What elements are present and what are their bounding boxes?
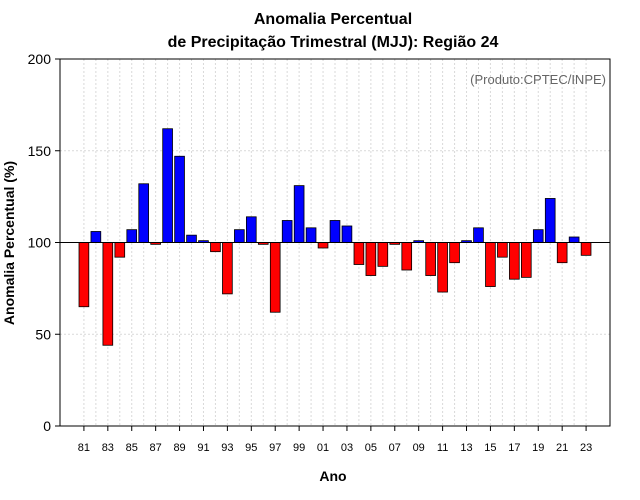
x-tick-label: 91 xyxy=(197,442,209,454)
x-tick-label: 85 xyxy=(126,442,138,454)
bar xyxy=(377,242,389,267)
y-tick-label: 0 xyxy=(43,418,51,434)
y-axis: 0 50 100 150 200 xyxy=(28,51,60,434)
x-axis-label: Ano xyxy=(319,468,346,484)
x-tick-label: 21 xyxy=(556,442,568,454)
bar xyxy=(532,229,544,243)
x-tick-label: 01 xyxy=(317,442,329,454)
bar xyxy=(210,242,221,253)
x-tick-label: 93 xyxy=(221,442,233,454)
x-tick-label: 19 xyxy=(532,442,544,454)
bar xyxy=(269,242,281,313)
bar xyxy=(437,242,448,293)
credit-text: (Produto:CPTEC/INPE) xyxy=(470,72,606,87)
bar xyxy=(186,234,197,243)
bar xyxy=(353,242,365,265)
x-tick-label: 87 xyxy=(150,442,162,454)
bar xyxy=(329,220,341,243)
y-axis-label: Anomalia Percentual (%) xyxy=(1,161,17,325)
x-tick-label: 97 xyxy=(269,442,281,454)
bar xyxy=(293,185,305,243)
bar xyxy=(521,242,532,278)
x-tick-label: 09 xyxy=(413,442,425,454)
bar xyxy=(305,227,317,243)
x-tick-label: 99 xyxy=(293,442,305,454)
bar xyxy=(114,242,126,258)
bar xyxy=(102,242,114,346)
bar xyxy=(281,220,293,243)
bar xyxy=(544,198,556,243)
x-tick-label: 83 xyxy=(102,442,114,454)
y-tick-label: 200 xyxy=(28,51,52,67)
x-axis: 81 83 85 87 89 91 93 95 97 99 01 03 05 07 09 11 13 15 17 19… xyxy=(78,426,592,454)
bar xyxy=(90,231,102,243)
bar xyxy=(222,242,233,295)
bar xyxy=(365,242,377,276)
y-tick-label: 100 xyxy=(28,235,52,251)
x-tick-label: 03 xyxy=(341,442,353,454)
bar xyxy=(580,242,592,256)
x-tick-label: 95 xyxy=(245,442,257,454)
bar xyxy=(162,128,173,243)
x-tick-label: 23 xyxy=(580,442,592,454)
x-tick-label: 05 xyxy=(365,442,377,454)
bar xyxy=(425,242,436,276)
x-tick-label: 15 xyxy=(484,442,496,454)
bar xyxy=(317,242,329,249)
chart-subtitle: de Precipitação Trimestral (MJJ): Região… xyxy=(168,34,499,51)
bar xyxy=(341,225,353,243)
x-tick-label: 07 xyxy=(389,442,401,454)
y-tick-label: 50 xyxy=(35,326,51,342)
bars xyxy=(78,128,592,346)
y-tick-label: 150 xyxy=(28,143,52,159)
bar xyxy=(449,242,460,264)
bar xyxy=(138,183,149,243)
bar xyxy=(126,229,138,243)
grid xyxy=(60,58,610,427)
x-tick-label: 13 xyxy=(460,442,472,454)
bar xyxy=(234,229,245,243)
bar xyxy=(497,242,508,258)
bar xyxy=(556,242,568,264)
bar xyxy=(485,242,496,287)
chart-title: Anomalia Percentual xyxy=(254,11,412,28)
bar xyxy=(509,242,520,280)
bar xyxy=(401,242,413,271)
x-tick-label: 89 xyxy=(173,442,185,454)
x-tick-label: 11 xyxy=(437,442,448,454)
x-tick-label: 81 xyxy=(78,442,90,454)
bar xyxy=(174,155,185,243)
bar xyxy=(245,216,257,243)
bar xyxy=(568,236,580,243)
x-tick-label: 17 xyxy=(508,442,520,454)
bar xyxy=(473,227,484,243)
bar xyxy=(78,242,90,308)
